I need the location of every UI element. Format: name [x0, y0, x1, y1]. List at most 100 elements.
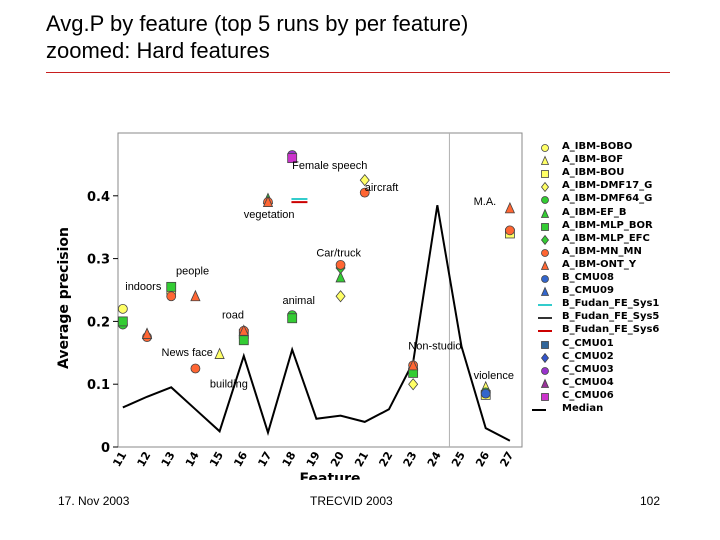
legend-label: A_IBM-DMF64_G [562, 193, 653, 205]
legend-label: B_CMU09 [562, 285, 614, 297]
title-rule [46, 72, 670, 73]
legend-item: C_CMU01 [538, 337, 713, 351]
legend-item: A_IBM-BOU [538, 167, 713, 180]
data-point [480, 388, 491, 399]
data-point [335, 259, 346, 270]
legend-item: A_IBM-BOF [538, 154, 713, 167]
median-line [122, 205, 511, 442]
data-point [166, 281, 177, 292]
legend-label: A_IBM-BOF [562, 154, 624, 166]
y-tick-label: 0.3 [87, 253, 110, 268]
feature-annotation: violence [474, 370, 514, 382]
legend-marker [541, 170, 549, 179]
legend-marker [541, 248, 549, 257]
x-tick-label: 25 [449, 449, 468, 469]
data-point [335, 290, 346, 303]
legend-marker-shape [541, 144, 549, 152]
legend-label: A_IBM-MN_MN [562, 245, 642, 257]
legend-marker [541, 222, 549, 231]
legend-label: A_IBM-MLP_BOR [562, 219, 653, 231]
x-axis-title: Feature [300, 471, 361, 480]
legend-marker-shape [541, 170, 549, 179]
chart: 00.10.20.30.411 12 13 14 15 16 17 18 19 20 21 22 23 2… [56, 132, 523, 480]
data-point [238, 324, 249, 336]
legend-item: A_IBM-DMF64_G [538, 193, 713, 206]
legend-marker [541, 340, 549, 349]
legend-label: B_Fudan_FE_Sys1 [562, 298, 660, 310]
feature-annotation: building [210, 378, 248, 390]
legend-label: A_IBM-ONT_Y [562, 258, 637, 270]
legend-marker-shape [540, 378, 550, 388]
legend-label: A_IBM-DMF17_G [562, 180, 653, 192]
y-tick-label: 0.4 [87, 190, 110, 205]
data-point [166, 291, 177, 302]
footer-date: 17. Nov 2003 [58, 494, 130, 508]
data-point [335, 270, 346, 283]
legend-marker [540, 378, 550, 388]
feature-annotation: vegetation [244, 209, 295, 221]
legend-label: Median [562, 403, 604, 414]
x-tick-label: 26 [473, 449, 492, 469]
x-tick-label: 16 [231, 449, 250, 469]
legend-marker [538, 304, 552, 307]
legend-label: A_IBM-BOBO [562, 141, 633, 152]
legend-item: B_CMU09 [538, 285, 713, 298]
legend-marker-shape [541, 196, 549, 205]
legend-label: C_CMU01 [562, 337, 614, 349]
x-tick-label: 17 [255, 449, 274, 469]
data-point [504, 201, 516, 214]
legend-item: A_IBM-MN_MN [538, 245, 713, 259]
legend-item: C_CMU03 [538, 364, 713, 377]
data-point [505, 225, 515, 236]
legend-marker-shape [541, 392, 549, 401]
data-point [238, 335, 249, 346]
legend-label: B_CMU08 [562, 272, 614, 283]
data-point [141, 327, 153, 339]
legend-marker [541, 144, 549, 152]
data-point [408, 358, 419, 371]
x-tick-label: 12 [135, 449, 154, 469]
legend-marker-shape [540, 155, 550, 165]
data-point [190, 363, 201, 374]
legend-marker [538, 317, 552, 320]
legend-marker [540, 286, 550, 296]
y-tick-label: 0 [101, 441, 110, 456]
x-tick-label: 11 [110, 449, 129, 469]
legend-label: A_IBM-MLP_EFC [562, 232, 650, 244]
data-point [359, 173, 370, 187]
legend-marker-shape [540, 352, 550, 363]
footer-page-number: 102 [640, 494, 661, 508]
legend-marker [540, 182, 550, 193]
data-point [262, 195, 274, 207]
legend-item: A_IBM-DMF17_G [538, 180, 713, 193]
feature-annotation: road [222, 309, 244, 321]
plot-area [117, 132, 523, 448]
y-tick-label: 0.1 [87, 378, 110, 393]
legend-label: C_CMU04 [562, 376, 614, 388]
data-point [214, 347, 225, 359]
legend-item: A_IBM-MLP_EFC [538, 232, 713, 246]
legend-item: C_CMU02 [538, 350, 713, 364]
legend-marker [541, 366, 549, 375]
x-tick-label: 18 [280, 449, 299, 469]
legend-marker [540, 352, 550, 363]
legend-label: C_CMU02 [562, 350, 614, 362]
legend-marker [540, 208, 550, 218]
footer-event: TRECVID 2003 [310, 494, 393, 508]
legend-marker [538, 330, 552, 333]
data-point [408, 378, 419, 391]
x-tick-label: 21 [352, 449, 371, 469]
title-line-2: zoomed: Hard features [46, 38, 270, 63]
legend-marker-shape [540, 260, 550, 270]
feature-annotation: Female speech [292, 160, 367, 172]
legend-marker-shape [540, 286, 550, 296]
legend-label: A_IBM-EF_B [562, 206, 627, 218]
legend-item: C_CMU04 [538, 376, 713, 390]
feature-annotation: animal [283, 295, 315, 307]
legend-item: B_Fudan_FE_Sys1 [538, 298, 713, 311]
data-point [287, 153, 298, 164]
legend-marker-shape [541, 222, 549, 231]
legend-item: A_IBM-ONT_Y [538, 258, 713, 272]
legend-item: A_IBM-BOBO [538, 141, 713, 154]
legend-marker-shape [540, 208, 550, 218]
